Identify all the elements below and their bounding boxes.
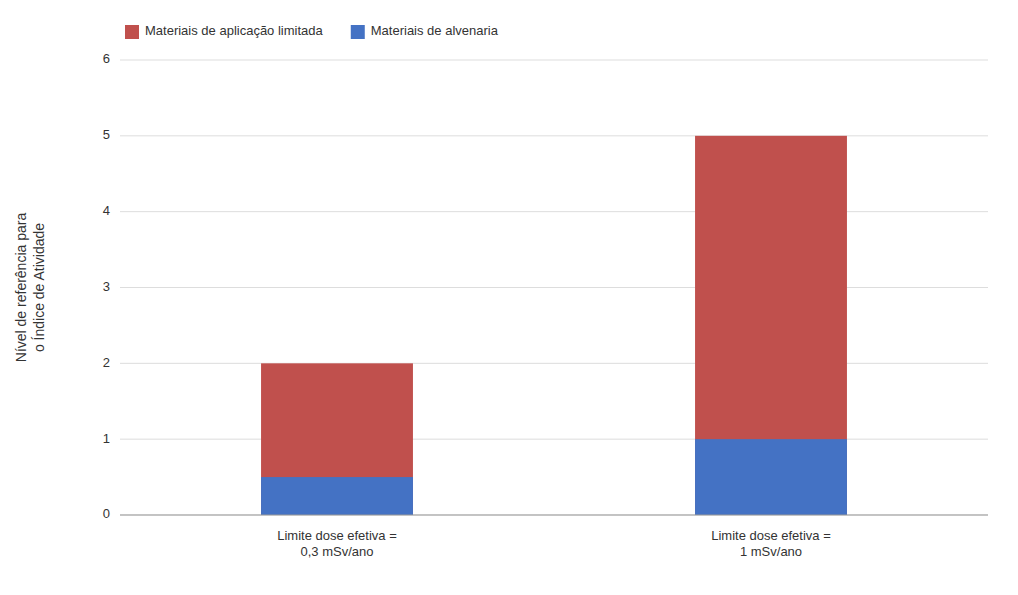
text-line: Nível de referência para bbox=[13, 213, 29, 363]
grid-line bbox=[120, 363, 988, 364]
text-line: 0,3 mSv/ano bbox=[301, 544, 374, 559]
y-tick-label: 1 bbox=[103, 431, 110, 446]
y-tick-label: 3 bbox=[103, 279, 110, 294]
grid-line bbox=[120, 287, 988, 288]
text-line: Limite dose efetiva = bbox=[277, 528, 397, 543]
legend-label: Materiais de alvenaria bbox=[371, 23, 499, 38]
legend-label: Materiais de aplicação limitada bbox=[145, 23, 324, 38]
grid-line bbox=[120, 439, 988, 440]
legend-swatch bbox=[351, 25, 365, 39]
bar bbox=[261, 477, 413, 515]
x-axis-line bbox=[120, 515, 988, 516]
bars bbox=[261, 136, 847, 515]
y-tick-label: 4 bbox=[103, 203, 110, 218]
y-ticks: 0 1 2 3 4 5 6 bbox=[103, 51, 110, 521]
grid-line bbox=[120, 211, 988, 212]
grid-line bbox=[120, 60, 988, 61]
legend-item: Materiais de aplicação limitada bbox=[125, 23, 324, 39]
y-tick-label: 5 bbox=[103, 127, 110, 142]
bar bbox=[261, 363, 413, 515]
y-axis-label: Nível de referência parao Índice de Ativ… bbox=[13, 213, 47, 363]
x-ticks: Limite dose efetiva =0,3 mSv/anoLimite d… bbox=[277, 528, 831, 559]
x-tick-label: Limite dose efetiva =1 mSv/ano bbox=[711, 528, 831, 559]
y-tick-label: 2 bbox=[103, 355, 110, 370]
text-line: Limite dose efetiva = bbox=[711, 528, 831, 543]
x-tick-label: Limite dose efetiva =0,3 mSv/ano bbox=[277, 528, 397, 559]
chart: 0123456Limite dose efetiva =0,3 mSv/anoL… bbox=[0, 0, 1018, 595]
y-tick-label: 0 bbox=[103, 506, 110, 521]
legend-swatch bbox=[125, 25, 139, 39]
bar bbox=[695, 439, 847, 515]
text-line: o Índice de Atividade bbox=[31, 223, 47, 352]
grid bbox=[120, 60, 988, 515]
bar bbox=[695, 136, 847, 515]
grid-line bbox=[120, 515, 988, 516]
y-tick-label: 6 bbox=[103, 51, 110, 66]
legend: Materiais de aplicação limitada Materiais… bbox=[125, 23, 499, 39]
text-line: 1 mSv/ano bbox=[740, 544, 802, 559]
legend-item: Materiais de alvenaria bbox=[351, 23, 499, 39]
grid-line bbox=[120, 135, 988, 136]
